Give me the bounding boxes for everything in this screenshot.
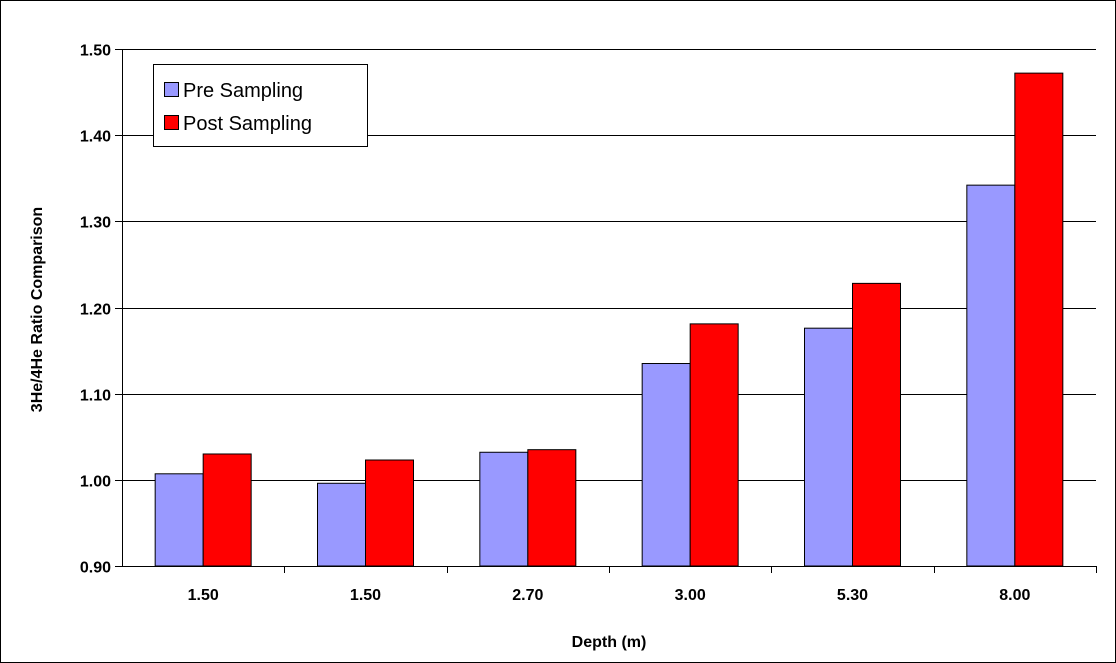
bar-pre-sampling	[479, 451, 529, 567]
y-tick-label: 1.10	[80, 388, 111, 405]
y-tick-label: 1.00	[80, 474, 111, 491]
y-tick-label: 1.30	[80, 215, 111, 232]
legend-swatch-post-sampling	[164, 115, 179, 130]
bar-pre-sampling	[641, 363, 691, 567]
x-tick-label: 8.00	[999, 587, 1030, 604]
legend-label-pre-sampling: Pre Sampling	[183, 80, 303, 102]
x-tick-label: 1.50	[188, 587, 219, 604]
bar-post-sampling	[1014, 72, 1064, 567]
y-axis-title: 3He/4He Ratio Comparison	[29, 207, 46, 412]
bar-post-sampling	[202, 453, 252, 567]
bar-pre-sampling	[154, 473, 204, 567]
bars	[154, 72, 1064, 567]
legend: Pre Sampling Post Sampling	[153, 64, 368, 147]
y-tick-label: 1.40	[80, 129, 111, 146]
bar-post-sampling	[527, 449, 577, 567]
legend-box	[153, 64, 368, 147]
legend-swatch-pre-sampling	[164, 82, 179, 97]
axes	[115, 49, 1097, 573]
x-tick-label: 1.50	[350, 587, 381, 604]
bar-pre-sampling	[804, 327, 853, 567]
y-tick-label: 0.90	[80, 560, 111, 577]
tick-labels: 0.90 1.00 1.10 1.20 1.30 1.40 1.50 1.50 1.50 2.70…	[80, 43, 1031, 605]
x-tick-label: 3.00	[675, 587, 706, 604]
legend-label-post-sampling: Post Sampling	[183, 113, 312, 135]
x-axis-title: Depth (m)	[572, 634, 647, 651]
y-tick-label: 1.50	[80, 43, 111, 60]
bar-pre-sampling	[966, 184, 1016, 567]
bar-post-sampling	[365, 459, 414, 567]
bar-post-sampling	[852, 282, 901, 567]
y-tick-label: 1.20	[80, 302, 111, 319]
x-tick-label: 2.70	[512, 587, 543, 604]
x-tick-label: 5.30	[837, 587, 868, 604]
bar-post-sampling	[689, 323, 739, 567]
bar-pre-sampling	[317, 482, 366, 567]
